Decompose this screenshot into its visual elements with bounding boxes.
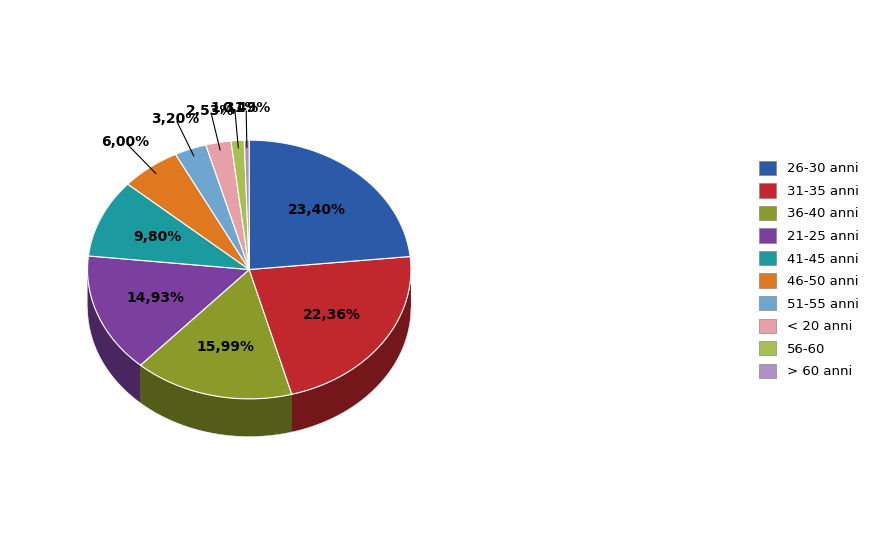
Text: 3,20%: 3,20% (152, 112, 200, 126)
Polygon shape (140, 270, 249, 403)
Polygon shape (206, 141, 249, 270)
Text: 15,99%: 15,99% (197, 341, 255, 355)
Polygon shape (292, 270, 411, 432)
Polygon shape (244, 140, 249, 270)
Polygon shape (249, 270, 292, 432)
Polygon shape (249, 140, 410, 270)
Polygon shape (175, 145, 249, 270)
Polygon shape (88, 184, 249, 270)
Text: 22,36%: 22,36% (303, 308, 361, 322)
Polygon shape (231, 140, 249, 270)
Legend: 26-30 anni, 31-35 anni, 36-40 anni, 21-25 anni, 41-45 anni, 46-50 anni, 51-55 an: 26-30 anni, 31-35 anni, 36-40 anni, 21-2… (753, 154, 865, 385)
Polygon shape (140, 270, 249, 403)
Text: 23,40%: 23,40% (288, 203, 345, 217)
Polygon shape (140, 365, 292, 437)
Polygon shape (140, 270, 292, 399)
Text: 0,49%: 0,49% (222, 101, 270, 115)
Text: 1,31%: 1,31% (210, 101, 259, 115)
Text: 6,00%: 6,00% (101, 135, 149, 149)
Polygon shape (249, 270, 292, 432)
Text: 9,80%: 9,80% (133, 230, 181, 244)
Text: 14,93%: 14,93% (126, 291, 185, 305)
Polygon shape (128, 154, 249, 270)
Text: 2,53%: 2,53% (187, 104, 235, 118)
Polygon shape (87, 256, 249, 365)
Polygon shape (87, 270, 140, 403)
Polygon shape (249, 257, 411, 395)
